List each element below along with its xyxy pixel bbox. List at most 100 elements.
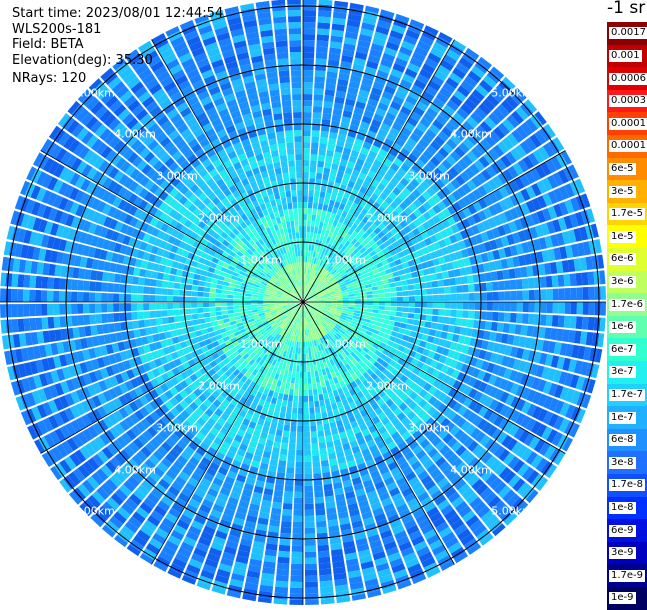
range-gate	[139, 395, 149, 406]
range-gate	[468, 310, 475, 319]
range-gate	[263, 555, 277, 563]
range-gate	[499, 378, 509, 390]
range-gate	[143, 202, 153, 213]
range-gate	[250, 104, 261, 113]
range-gate	[313, 302, 319, 304]
range-gate	[244, 183, 252, 192]
range-gate	[306, 302, 313, 304]
range-gate	[258, 17, 272, 26]
range-gate	[17, 318, 25, 332]
range-gate	[283, 324, 288, 331]
range-gate	[277, 223, 283, 230]
range-gate	[303, 0, 317, 5]
range-gate	[165, 259, 174, 267]
range-gate	[189, 331, 197, 339]
range-gate	[269, 519, 280, 527]
range-gate	[286, 239, 291, 246]
range-gate	[126, 369, 135, 380]
range-gate	[119, 449, 131, 462]
range-gate	[446, 470, 459, 482]
range-gate	[312, 346, 317, 353]
range-gate	[266, 316, 273, 321]
range-gate	[518, 360, 528, 373]
range-gate	[418, 389, 428, 398]
range-gate	[295, 317, 299, 323]
range-gate	[339, 159, 348, 167]
range-gate	[318, 4, 332, 12]
range-gate	[422, 348, 430, 357]
range-gate	[319, 574, 333, 582]
range-gate	[246, 258, 253, 265]
range-gate	[396, 302, 403, 307]
range-gate	[407, 497, 419, 508]
range-gate	[197, 384, 207, 393]
range-gate	[192, 436, 202, 446]
range-gate	[188, 203, 197, 213]
range-gate	[521, 466, 535, 481]
range-gate	[569, 374, 580, 389]
range-gate	[375, 562, 390, 572]
range-gate	[442, 324, 450, 332]
range-gate	[73, 142, 85, 156]
range-gate	[434, 494, 447, 506]
range-gate	[453, 523, 468, 536]
range-gate	[345, 558, 359, 567]
range-gate	[327, 144, 336, 152]
range-gate	[100, 367, 109, 379]
range-gate	[288, 285, 293, 291]
range-gate	[311, 214, 317, 221]
range-gate	[316, 309, 323, 313]
range-gate	[367, 54, 381, 64]
range-gate	[289, 340, 293, 347]
range-gate	[384, 436, 394, 446]
range-gate	[177, 170, 187, 181]
range-gate	[343, 43, 356, 52]
range-gate	[346, 161, 355, 170]
range-gate	[379, 353, 387, 361]
range-gate	[240, 494, 251, 503]
range-gate	[271, 150, 279, 158]
range-gate	[227, 309, 234, 314]
range-gate	[378, 302, 385, 306]
range-gate	[414, 465, 426, 476]
range-gate	[298, 262, 301, 269]
range-gate	[277, 235, 283, 243]
range-gate	[241, 360, 249, 368]
range-gate	[109, 262, 117, 273]
range-gate	[221, 251, 229, 258]
range-gate	[446, 332, 454, 341]
range-gate	[396, 535, 410, 546]
range-gate	[266, 537, 279, 545]
range-gate	[303, 136, 311, 143]
range-gate	[160, 48, 175, 60]
range-gate	[506, 493, 520, 507]
range-gate	[438, 429, 449, 440]
range-gate	[415, 513, 428, 524]
range-gate	[322, 113, 332, 121]
range-gate	[333, 201, 341, 209]
range-gate	[498, 312, 505, 322]
range-gate	[359, 442, 369, 451]
range-gate	[201, 498, 214, 509]
range-gate	[361, 566, 376, 576]
range-gate	[436, 371, 446, 381]
range-gate	[311, 352, 316, 360]
range-gate	[119, 67, 134, 80]
range-gate	[221, 302, 228, 307]
range-gate	[211, 91, 223, 101]
range-gate	[47, 192, 58, 206]
range-gate	[145, 243, 154, 253]
range-gate	[184, 376, 193, 386]
range-gate	[272, 314, 279, 319]
range-gate	[270, 371, 276, 379]
range-gate	[170, 330, 178, 338]
range-gate	[280, 284, 286, 290]
range-gate	[342, 49, 355, 58]
range-gate	[241, 317, 248, 322]
range-gate	[397, 441, 408, 451]
range-gate	[188, 213, 197, 223]
range-gate	[378, 524, 391, 534]
range-gate	[64, 393, 75, 407]
range-gate	[256, 178, 264, 187]
range-gate	[380, 403, 389, 412]
